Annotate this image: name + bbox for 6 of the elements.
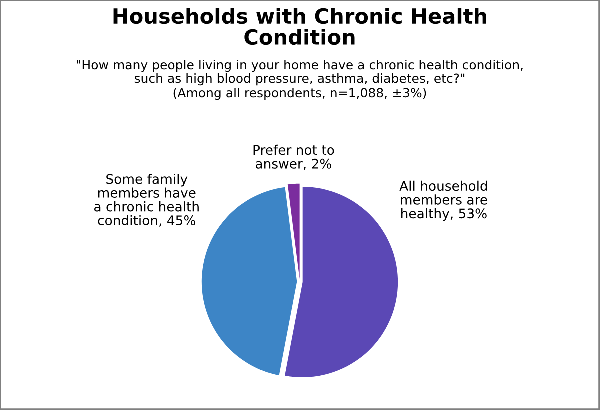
slice-label: All household members are healthy, 53% xyxy=(400,180,488,222)
chart-title: Households with Chronic Health Condition xyxy=(114,8,486,46)
text: (Among all respondents, n=1,088, ±3%) xyxy=(174,88,426,100)
slice-label: Some family members have a chronic health condition, 45% xyxy=(94,174,199,227)
chart-subtitle: "How many people living in your home have a chronic health condition, such as high blood pressure, asthma, diabetes, etc?" xyxy=(77,60,523,86)
slice-label: Prefer not to answer, 2% xyxy=(254,144,334,170)
